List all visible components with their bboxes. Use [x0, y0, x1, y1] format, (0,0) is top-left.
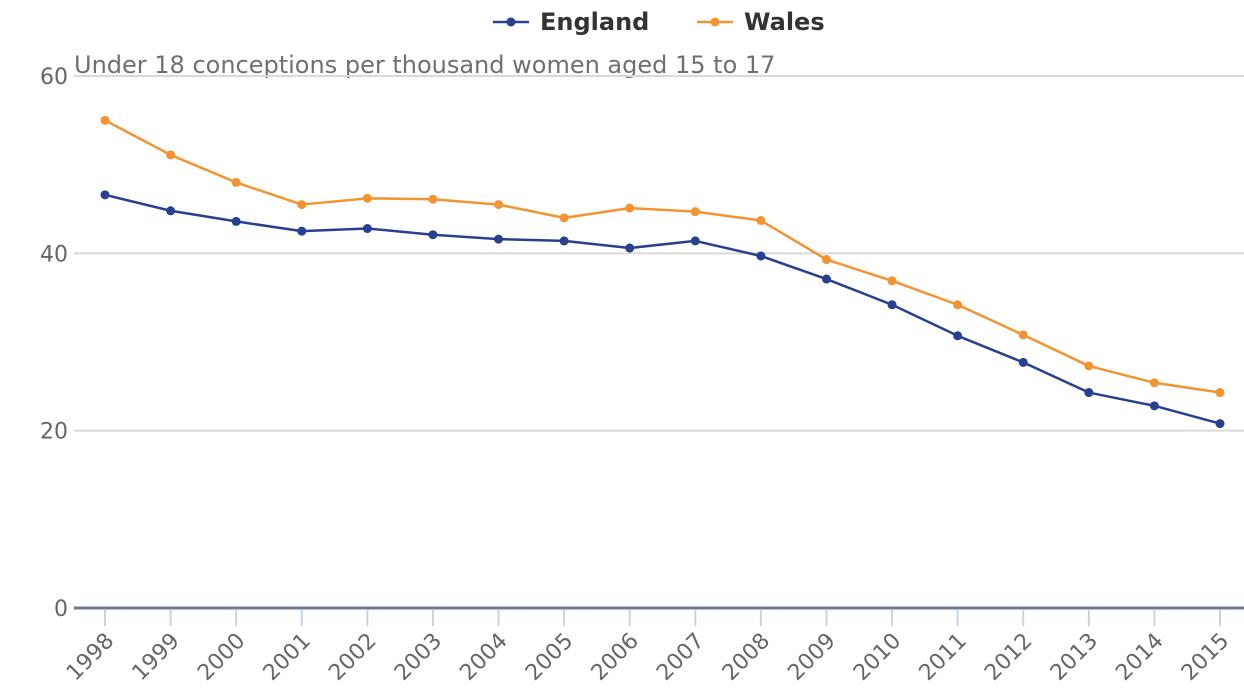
- legend-item-england[interactable]: England: [493, 8, 649, 36]
- y-axis-title: Under 18 conceptions per thousand women …: [74, 51, 775, 79]
- data-point[interactable]: [1084, 361, 1094, 371]
- data-point[interactable]: [297, 200, 307, 210]
- data-point[interactable]: [559, 236, 569, 246]
- x-tick-label: 2004: [455, 629, 512, 686]
- data-point[interactable]: [100, 115, 110, 125]
- x-tick-label: 2006: [587, 629, 644, 686]
- data-point[interactable]: [362, 193, 372, 203]
- x-tick-label: 2009: [783, 629, 840, 686]
- y-tick-label: 40: [40, 242, 68, 267]
- data-point[interactable]: [1018, 357, 1028, 367]
- series-line: [104, 119, 1221, 394]
- series-england: [100, 190, 1225, 429]
- data-point[interactable]: [625, 243, 635, 253]
- data-point[interactable]: [821, 274, 831, 284]
- x-tick-label: 2000: [193, 629, 250, 686]
- gridlines: [74, 75, 1244, 610]
- x-axis: 1998 1999 2000 2001 2002 2003 2004 2005 2006 2007…: [62, 610, 1234, 686]
- y-axis-ticks: 0 20 40 60: [40, 65, 68, 622]
- legend-label: England: [540, 8, 649, 36]
- data-point[interactable]: [559, 213, 569, 223]
- x-tick-label: 2007: [652, 629, 709, 686]
- data-point[interactable]: [428, 194, 438, 204]
- data-point[interactable]: [297, 226, 307, 236]
- data-point[interactable]: [1215, 419, 1225, 429]
- data-point[interactable]: [821, 255, 831, 265]
- data-point[interactable]: [166, 206, 176, 216]
- x-tick-label: 1998: [62, 629, 119, 686]
- data-point[interactable]: [690, 236, 700, 246]
- data-point[interactable]: [494, 234, 504, 244]
- data-point[interactable]: [887, 276, 897, 286]
- x-tick-label: 2011: [915, 629, 972, 686]
- data-point[interactable]: [166, 150, 176, 160]
- data-point[interactable]: [756, 216, 766, 226]
- data-point[interactable]: [1018, 330, 1028, 340]
- data-point[interactable]: [428, 230, 438, 240]
- x-tick-label: 2010: [849, 629, 906, 686]
- x-tick-label: 2008: [718, 629, 775, 686]
- data-point[interactable]: [953, 331, 963, 341]
- chart-legend: England Wales: [493, 8, 825, 36]
- legend-label: Wales: [744, 8, 825, 36]
- data-point[interactable]: [494, 200, 504, 210]
- x-tick-label: 2003: [390, 629, 447, 686]
- data-point[interactable]: [1215, 388, 1225, 398]
- x-tick-label: 2014: [1111, 629, 1168, 686]
- data-point[interactable]: [1149, 401, 1159, 411]
- x-tick-label: 1999: [128, 629, 185, 686]
- data-point[interactable]: [362, 224, 372, 234]
- series-wales: [100, 115, 1225, 398]
- y-tick-label: 20: [40, 420, 68, 445]
- data-point[interactable]: [887, 300, 897, 310]
- series-line: [104, 193, 1221, 425]
- y-tick-label: 60: [40, 65, 68, 90]
- series-group: [100, 115, 1225, 429]
- y-tick-label: 0: [54, 597, 68, 622]
- x-tick-label: 2005: [521, 629, 578, 686]
- legend-marker: [506, 17, 516, 27]
- data-point[interactable]: [231, 177, 241, 187]
- x-tick-label: 2002: [324, 629, 381, 686]
- x-tick-label: 2012: [980, 629, 1037, 686]
- x-tick-label: 2013: [1046, 629, 1103, 686]
- data-point[interactable]: [690, 207, 700, 217]
- x-tick-label: 2015: [1177, 629, 1234, 686]
- data-point[interactable]: [953, 300, 963, 310]
- data-point[interactable]: [1084, 388, 1094, 398]
- legend-item-wales[interactable]: Wales: [697, 8, 825, 36]
- data-point[interactable]: [100, 190, 110, 200]
- data-point[interactable]: [1149, 378, 1159, 388]
- data-point[interactable]: [756, 251, 766, 261]
- legend-marker: [710, 17, 720, 27]
- data-point[interactable]: [625, 203, 635, 213]
- data-point[interactable]: [231, 216, 241, 226]
- x-tick-label: 2001: [259, 629, 316, 686]
